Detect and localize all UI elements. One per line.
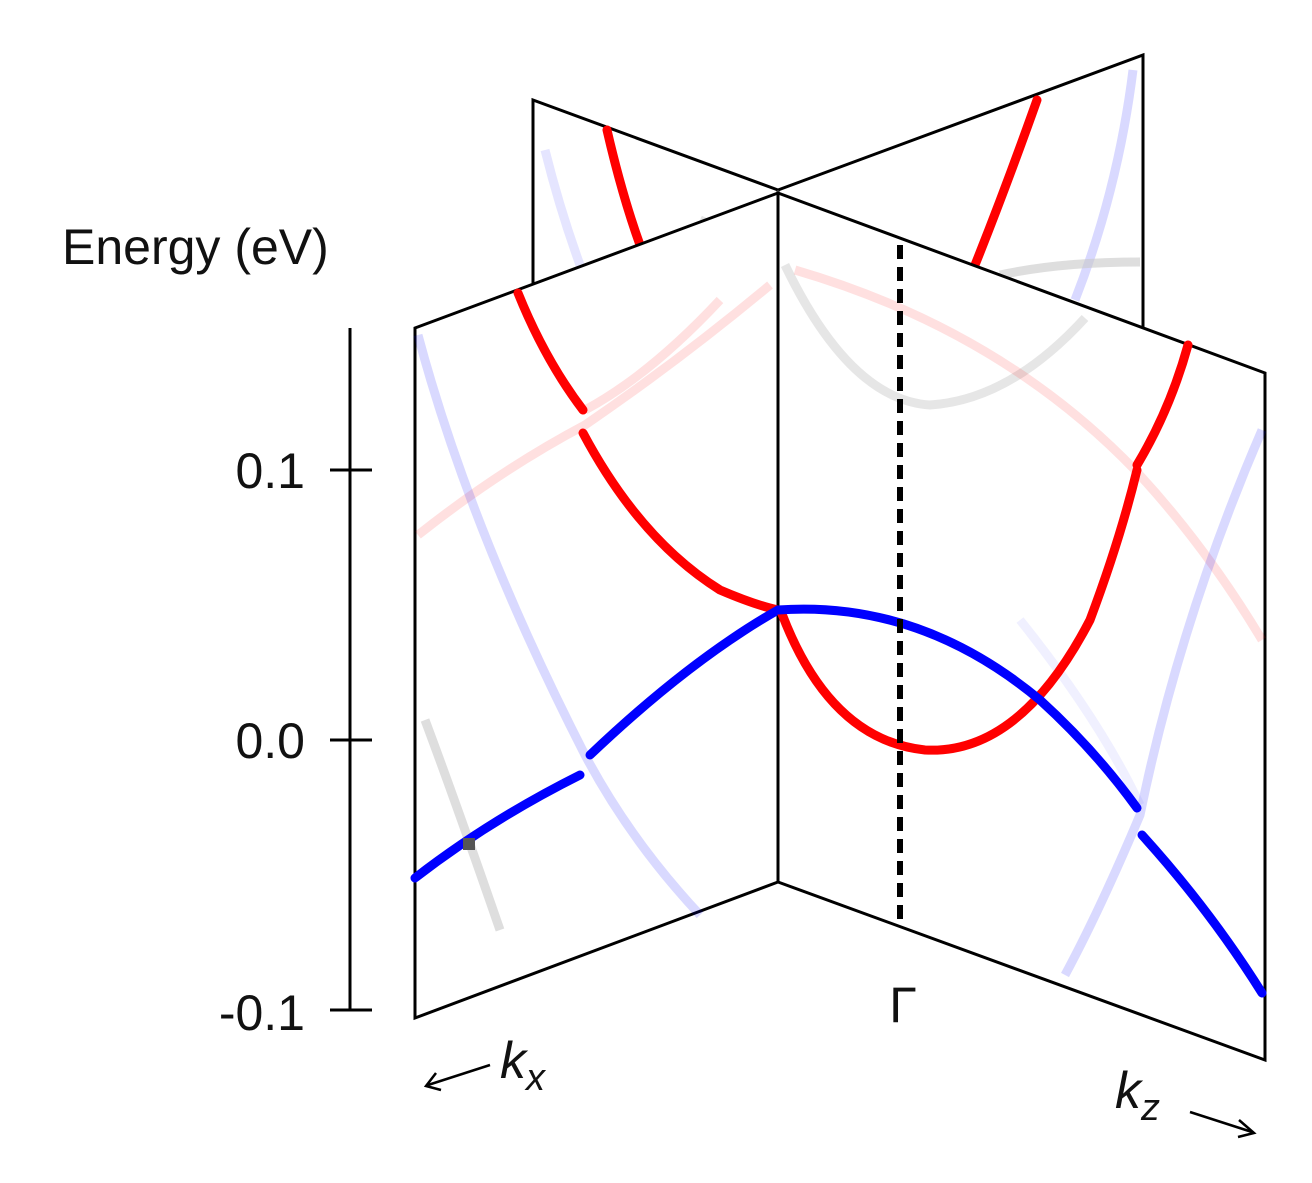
kx-label-group: kx	[423, 1032, 547, 1099]
left-faded-grey-band	[420, 718, 505, 932]
front-panels	[413, 190, 1267, 1063]
right-blue-band-lower	[1137, 830, 1267, 998]
band-crossing-marker	[463, 838, 475, 850]
left-red-band-lower	[578, 428, 783, 615]
energy-axis: Energy (eV) 0.1 0.0 -0.1	[62, 219, 372, 1041]
back-left-panel-frame	[531, 97, 779, 283]
kz-arrow-head	[1237, 1119, 1257, 1139]
energy-axis-title: Energy (eV)	[62, 219, 329, 275]
kx-arrow-shaft	[427, 1063, 491, 1087]
kx-label-main: k	[500, 1032, 529, 1090]
kz-arrow-shaft	[1189, 1110, 1253, 1134]
back-right-panel-frame	[777, 52, 1145, 327]
kx-label: kx	[500, 1032, 547, 1099]
left-faded-blue-band	[413, 333, 704, 919]
back-right-blue-faded-band	[1070, 69, 1138, 302]
left-faded-red-segment	[582, 296, 724, 414]
left-faded-red-band	[415, 281, 773, 539]
tick-label-0.0: 0.0	[235, 713, 305, 769]
left-blue-band-upper	[585, 605, 783, 760]
back-left-blue-faded-band	[540, 148, 585, 267]
kz-label-group: kz	[1115, 1062, 1257, 1139]
kz-label-sub: z	[1140, 1087, 1160, 1129]
right-blue-band-upper	[773, 604, 1142, 813]
back-left-red-band	[602, 125, 645, 250]
right-red-band-parabola	[777, 465, 1142, 755]
right-faded-blue-band	[1061, 428, 1267, 978]
kz-label-main: k	[1115, 1062, 1144, 1120]
back-grey-faded-band-right	[999, 257, 1141, 280]
tick-label--0.1: -0.1	[219, 985, 305, 1041]
tick-label-0.1: 0.1	[235, 443, 305, 499]
left-blue-band-lower	[410, 770, 585, 883]
right-faded-red-band	[793, 265, 1266, 643]
gamma-point-label: Γ	[889, 977, 917, 1033]
right-faded-grey-parabola	[780, 263, 1089, 410]
main-bands	[410, 288, 1267, 998]
kx-arrow-head	[423, 1072, 442, 1092]
right-faded-blue-band-2	[1016, 617, 1145, 807]
faded-bands	[413, 263, 1267, 978]
front-left-panel	[413, 190, 780, 1021]
left-red-band-upper	[513, 288, 588, 415]
back-right-red-band	[970, 95, 1042, 270]
right-red-band-upper	[1132, 340, 1193, 470]
kz-label: kz	[1115, 1062, 1160, 1129]
kx-label-sub: x	[524, 1057, 547, 1099]
